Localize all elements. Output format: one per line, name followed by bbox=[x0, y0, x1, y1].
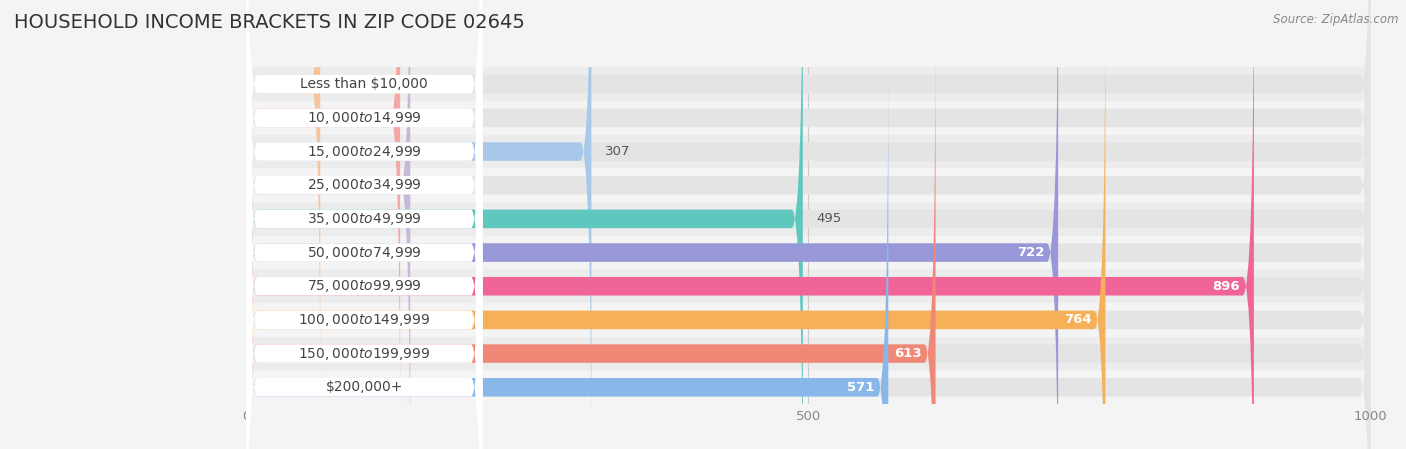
FancyBboxPatch shape bbox=[246, 0, 592, 449]
FancyBboxPatch shape bbox=[246, 202, 1371, 236]
FancyBboxPatch shape bbox=[246, 26, 1371, 449]
FancyBboxPatch shape bbox=[246, 0, 321, 412]
FancyBboxPatch shape bbox=[246, 0, 482, 449]
FancyBboxPatch shape bbox=[246, 303, 1371, 337]
Text: $200,000+: $200,000+ bbox=[325, 380, 404, 394]
FancyBboxPatch shape bbox=[246, 0, 482, 449]
Text: 613: 613 bbox=[894, 347, 922, 360]
Text: 571: 571 bbox=[848, 381, 875, 394]
FancyBboxPatch shape bbox=[246, 0, 1059, 449]
FancyBboxPatch shape bbox=[246, 0, 482, 449]
FancyBboxPatch shape bbox=[246, 135, 1371, 168]
Text: 764: 764 bbox=[1064, 313, 1092, 326]
FancyBboxPatch shape bbox=[246, 0, 482, 449]
FancyBboxPatch shape bbox=[246, 0, 482, 412]
FancyBboxPatch shape bbox=[246, 67, 1371, 101]
FancyBboxPatch shape bbox=[246, 236, 1371, 269]
FancyBboxPatch shape bbox=[246, 269, 1371, 303]
FancyBboxPatch shape bbox=[246, 60, 482, 449]
FancyBboxPatch shape bbox=[246, 0, 411, 449]
FancyBboxPatch shape bbox=[246, 0, 1371, 445]
FancyBboxPatch shape bbox=[246, 0, 1371, 449]
FancyBboxPatch shape bbox=[246, 337, 1371, 370]
FancyBboxPatch shape bbox=[246, 60, 1371, 449]
FancyBboxPatch shape bbox=[246, 370, 1371, 404]
Text: 137: 137 bbox=[413, 111, 439, 124]
Text: 66: 66 bbox=[333, 78, 350, 91]
FancyBboxPatch shape bbox=[246, 0, 803, 449]
Text: $75,000 to $99,999: $75,000 to $99,999 bbox=[307, 278, 422, 294]
FancyBboxPatch shape bbox=[246, 0, 482, 449]
FancyBboxPatch shape bbox=[246, 0, 401, 445]
FancyBboxPatch shape bbox=[246, 26, 935, 449]
Text: 307: 307 bbox=[605, 145, 630, 158]
Text: Source: ZipAtlas.com: Source: ZipAtlas.com bbox=[1274, 13, 1399, 26]
FancyBboxPatch shape bbox=[246, 0, 1105, 449]
FancyBboxPatch shape bbox=[246, 26, 482, 449]
Text: 722: 722 bbox=[1018, 246, 1045, 259]
Text: $150,000 to $199,999: $150,000 to $199,999 bbox=[298, 346, 430, 361]
FancyBboxPatch shape bbox=[246, 0, 1371, 449]
FancyBboxPatch shape bbox=[246, 0, 482, 445]
Text: 146: 146 bbox=[423, 179, 449, 192]
FancyBboxPatch shape bbox=[246, 168, 1371, 202]
Text: $15,000 to $24,999: $15,000 to $24,999 bbox=[307, 144, 422, 159]
FancyBboxPatch shape bbox=[246, 0, 1371, 449]
Text: $100,000 to $149,999: $100,000 to $149,999 bbox=[298, 312, 430, 328]
FancyBboxPatch shape bbox=[246, 0, 1371, 412]
FancyBboxPatch shape bbox=[246, 101, 1371, 135]
Text: 896: 896 bbox=[1213, 280, 1240, 293]
FancyBboxPatch shape bbox=[246, 0, 1371, 449]
FancyBboxPatch shape bbox=[246, 0, 482, 449]
Text: 495: 495 bbox=[817, 212, 842, 225]
Text: $25,000 to $34,999: $25,000 to $34,999 bbox=[307, 177, 422, 193]
FancyBboxPatch shape bbox=[246, 0, 1371, 449]
Text: $10,000 to $14,999: $10,000 to $14,999 bbox=[307, 110, 422, 126]
Text: $35,000 to $49,999: $35,000 to $49,999 bbox=[307, 211, 422, 227]
FancyBboxPatch shape bbox=[246, 0, 1371, 449]
Text: Less than $10,000: Less than $10,000 bbox=[301, 77, 427, 91]
Text: $50,000 to $74,999: $50,000 to $74,999 bbox=[307, 245, 422, 260]
Text: HOUSEHOLD INCOME BRACKETS IN ZIP CODE 02645: HOUSEHOLD INCOME BRACKETS IN ZIP CODE 02… bbox=[14, 13, 524, 32]
FancyBboxPatch shape bbox=[246, 0, 1254, 449]
FancyBboxPatch shape bbox=[246, 60, 889, 449]
